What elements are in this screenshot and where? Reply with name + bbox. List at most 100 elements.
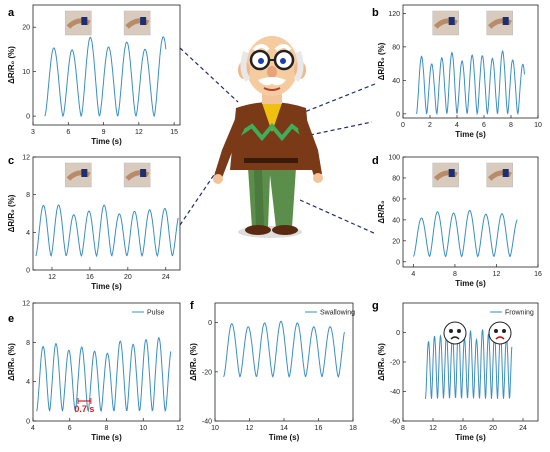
y-tick-label-e-0: 0 [26, 419, 30, 426]
old-man-illustration [213, 36, 323, 238]
series-line-b [416, 50, 525, 116]
x-tick-label-d-0: 4 [411, 271, 415, 278]
panel-label-a: a [8, 7, 15, 19]
x-tick-label-g-2: 16 [459, 425, 467, 432]
x-tick-label-f-1: 12 [246, 425, 254, 432]
x-tick-label-a-1: 6 [66, 129, 70, 136]
panel-label-c: c [8, 155, 14, 167]
sensor-photo-limb-a-1 [125, 18, 150, 29]
x-axis-label-g: Time (s) [455, 433, 486, 442]
y-axis-label-b: ΔR/R₀ (%) [377, 42, 386, 80]
x-tick-label-e-2: 8 [105, 425, 109, 432]
x-tick-label-g-1: 12 [429, 425, 437, 432]
panel-g: g 8 12 16 20 24 -60 -40 -20 0 Time (s) ΔR/R₀ (%) Fro… [372, 300, 539, 442]
x-tick-label-f-3: 16 [315, 425, 323, 432]
y-tick-label-e-1: 4 [26, 379, 30, 386]
sensor-photo-device-c-1 [140, 169, 147, 177]
plot-frame-f [214, 302, 354, 422]
face-icon-1 [488, 321, 512, 345]
y-axis-label-e: ΔR/R₀ (%) [7, 343, 16, 381]
panel-f: f 10 12 14 16 18 -40 -20 0 Time (s) ΔR/R₀ (%) Swall… [189, 300, 357, 442]
series-line-g [425, 326, 513, 399]
y-tick-label-b-2: 80 [392, 44, 400, 51]
x-tick-label-e-0: 4 [31, 425, 35, 432]
x-tick-label-e-1: 6 [68, 425, 72, 432]
y-tick-label-f-0: -40 [202, 419, 212, 426]
y-tick-label-e-2: 8 [26, 340, 30, 347]
x-tick-label-f-0: 10 [211, 425, 219, 432]
x-tick-label-e-3: 10 [139, 425, 147, 432]
sensor-photo-device-a-0 [81, 17, 88, 25]
x-tick-label-d-1: 8 [453, 271, 457, 278]
x-axis-label-b: Time (s) [455, 130, 486, 139]
x-tick-label-b-5: 10 [534, 122, 542, 129]
x-tick-label-c-0: 12 [48, 274, 56, 281]
x-axis-label-f: Time (s) [269, 433, 300, 442]
sensor-photo-device-a-1 [140, 17, 147, 25]
face-mouth-0 [450, 336, 460, 340]
panel-b: b 0 2 4 6 8 10 0 40 80 120 Time (s) ΔR/R₀ (%) [372, 4, 542, 139]
x-tick-label-b-4: 8 [509, 122, 513, 129]
plot-frame-c [32, 156, 181, 271]
x-axis-label-d: Time (s) [455, 279, 486, 288]
panel-label-g: g [372, 300, 379, 312]
x-tick-label-c-3: 24 [162, 274, 170, 281]
face-eye-left-1 [494, 329, 498, 333]
panel-label-e: e [8, 313, 14, 325]
panel-d: d 4 8 12 16 0 20 40 60 80 100 Time (s) ΔR/R₀ [372, 155, 542, 289]
y-tick-label-d-5: 100 [388, 155, 400, 162]
legend-label-e: Pulse [147, 310, 165, 317]
x-axis-label-c: Time (s) [91, 282, 122, 291]
panel-a: a 3 6 9 12 15 0 10 20 Time (s) ΔR/R₀ (%) [7, 4, 181, 146]
sensor-photo-limb-d-0 [433, 170, 458, 181]
x-tick-label-d-3: 16 [534, 271, 542, 278]
x-tick-label-b-3: 6 [482, 122, 486, 129]
face-icon-0 [443, 321, 467, 345]
sensor-photo-device-d-1 [502, 169, 509, 177]
x-tick-label-d-2: 12 [493, 271, 501, 278]
y-tick-label-g-3: 0 [396, 330, 400, 337]
panel-c: c 12 16 20 24 0 4 8 12 Time (s) ΔR/R₀ (%) [7, 155, 181, 291]
x-tick-label-f-4: 18 [349, 425, 357, 432]
sensor-photo-device-b-0 [448, 17, 455, 25]
y-tick-label-d-3: 60 [392, 196, 400, 203]
y-tick-label-a-0: 0 [26, 114, 30, 121]
y-tick-label-g-2: -20 [390, 360, 400, 367]
plot-frame-e [32, 302, 181, 422]
x-tick-label-g-0: 8 [401, 425, 405, 432]
x-tick-label-b-2: 4 [455, 122, 459, 129]
y-tick-label-c-2: 8 [26, 192, 30, 199]
plot-frame-g [402, 302, 539, 422]
y-axis-label-a: ΔR/R₀ (%) [7, 46, 16, 84]
y-tick-label-b-0: 0 [396, 111, 400, 118]
connector-lines [179, 47, 377, 235]
x-tick-label-g-3: 20 [489, 425, 497, 432]
face-eye-left-0 [449, 329, 453, 333]
y-axis-label-d: ΔR/R₀ [377, 200, 386, 224]
y-axis-label-g: ΔR/R₀ (%) [377, 343, 386, 381]
y-axis-label-c: ΔR/R₀ (%) [7, 194, 16, 232]
series-line-f [223, 320, 345, 379]
y-tick-label-b-1: 40 [392, 78, 400, 85]
plot-frame-a [32, 4, 181, 126]
plot-frame-b [402, 4, 539, 119]
plot-frame-d [402, 156, 539, 268]
y-tick-label-d-2: 40 [392, 217, 400, 224]
y-tick-label-d-4: 80 [392, 175, 400, 182]
legend-label-f: Swallowing [320, 310, 355, 317]
y-tick-label-c-1: 4 [26, 230, 30, 237]
sensor-photo-limb-d-1 [487, 170, 512, 181]
x-tick-label-a-2: 9 [102, 129, 106, 136]
y-tick-label-d-0: 0 [396, 259, 400, 266]
y-tick-label-g-0: -60 [390, 419, 400, 426]
panel-label-b: b [372, 7, 379, 19]
y-tick-label-b-3: 120 [388, 11, 400, 18]
x-tick-label-a-3: 12 [135, 129, 143, 136]
sensor-photo-device-b-1 [502, 17, 509, 25]
series-line-c [35, 204, 179, 258]
y-tick-label-a-2: 20 [22, 25, 30, 32]
series-line-a [44, 36, 167, 118]
x-axis-label-a: Time (s) [91, 137, 122, 146]
